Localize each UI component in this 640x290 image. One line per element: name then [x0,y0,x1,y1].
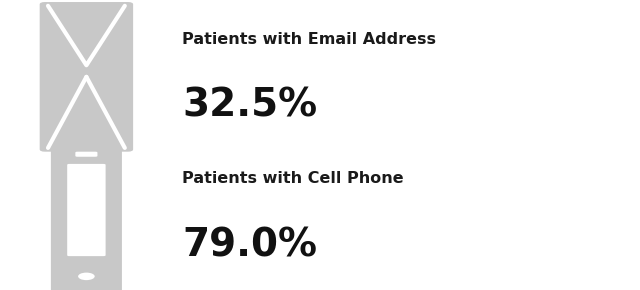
Text: Patients with Email Address: Patients with Email Address [182,32,436,47]
FancyBboxPatch shape [76,152,97,157]
Text: Patients with Cell Phone: Patients with Cell Phone [182,171,404,186]
FancyBboxPatch shape [40,2,133,152]
Text: 32.5%: 32.5% [182,87,317,125]
FancyBboxPatch shape [67,164,106,256]
FancyBboxPatch shape [51,135,122,290]
Circle shape [78,273,95,280]
Text: 79.0%: 79.0% [182,226,317,264]
